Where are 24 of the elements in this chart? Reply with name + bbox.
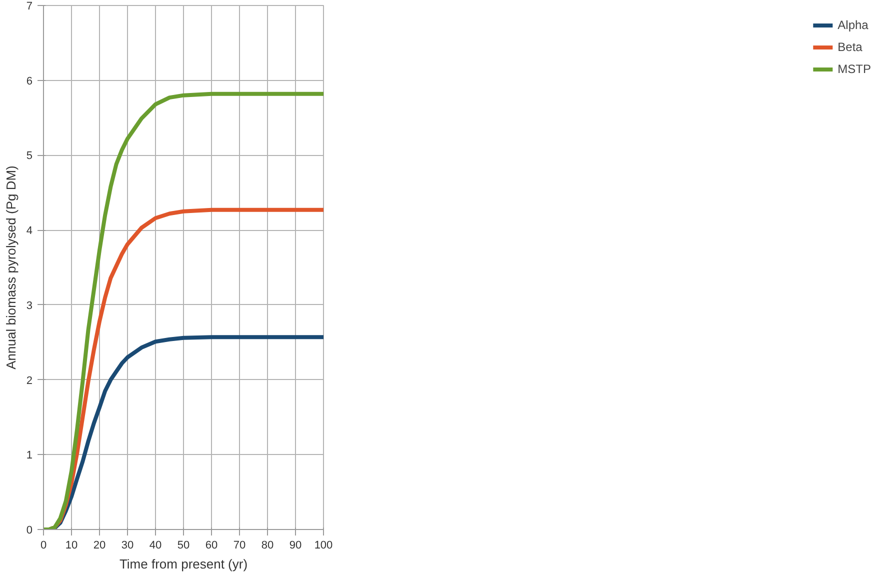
y-tick-label: 2 [26,374,33,387]
x-tick-label: 10 [65,540,78,552]
legend-label: Alpha [838,18,868,32]
x-tick-label: 30 [121,540,134,552]
x-tick-label: 100 [314,540,333,552]
y-axis-title: Annual biomass pyrolysed (Pg DM) [3,166,18,370]
x-tick-label: 90 [289,540,302,552]
y-tick-label: 0 [26,524,33,536]
y-tick-label: 5 [26,150,33,162]
y-tick-label: 7 [26,0,33,12]
y-tick-label: 3 [26,300,33,312]
x-tick-label: 0 [40,540,47,552]
x-tick-label: 70 [233,540,246,552]
legend-label: MSTP [838,62,871,76]
x-tick-label: 80 [261,540,274,552]
y-tick-label: 4 [26,225,33,238]
y-tick-label: 1 [26,450,33,462]
x-tick-label: 50 [177,540,190,552]
x-axis-title: Time from present (yr) [119,556,248,572]
x-tick-label: 60 [205,540,218,552]
x-tick-label: 40 [149,540,162,552]
x-tick-label: 20 [93,540,106,552]
legend-label: Beta [838,40,862,54]
y-tick-label: 6 [26,75,33,88]
